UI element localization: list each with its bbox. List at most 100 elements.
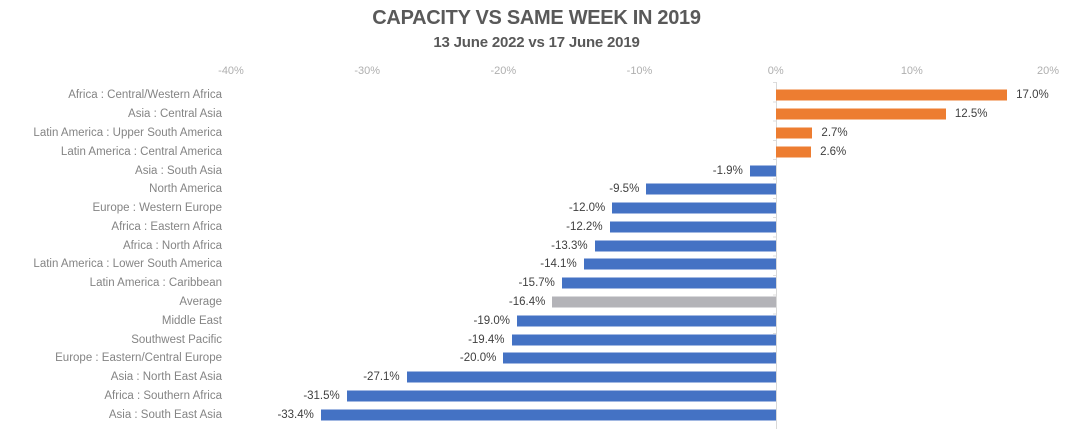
bar-row: Africa : Central/Western Africa 17.0% <box>0 86 1073 105</box>
bar <box>775 146 812 158</box>
chart-title: CAPACITY VS SAME WEEK IN 2019 <box>372 7 701 29</box>
category-label: Africa : Central/Western Africa <box>68 89 222 102</box>
bar-track: -33.4% <box>231 405 1048 424</box>
bar-row: North America -9.5% <box>0 180 1073 199</box>
x-axis-tick: 0% <box>767 65 784 77</box>
bar-track: 17.0% <box>231 86 1049 105</box>
bar-row: Latin America : Upper South America 2.7% <box>0 124 1073 143</box>
bar <box>583 258 776 270</box>
bar-track: -13.3% <box>231 236 1048 255</box>
category-label: Asia : South Asia <box>135 164 222 177</box>
value-label: 2.6% <box>820 145 847 158</box>
category-label: Asia : North East Asia <box>110 371 222 384</box>
bar <box>516 315 776 327</box>
chart-subtitle: 13 June 2022 vs 17 June 2019 <box>433 34 640 51</box>
value-label: -12.2% <box>566 220 603 233</box>
value-label: -19.0% <box>473 314 510 327</box>
bar-row: Southwest Pacific -19.4% <box>0 330 1073 349</box>
bar-track: 2.6% <box>231 142 1048 161</box>
x-axis-tick: -30% <box>354 65 380 77</box>
category-label: Europe : Eastern/Central Europe <box>55 352 222 365</box>
value-label: -15.7% <box>518 277 555 290</box>
bar-track: -12.0% <box>231 199 1048 218</box>
bar <box>511 334 776 346</box>
bar <box>406 371 776 383</box>
bar-row: Middle East -19.0% <box>0 311 1073 330</box>
value-label: -33.4% <box>277 408 314 421</box>
category-label: Average <box>179 295 222 308</box>
bar-row: Latin America : Central America 2.6% <box>0 142 1073 161</box>
category-label: Africa : Southern Africa <box>104 389 222 402</box>
bar-row: Asia : Central Asia 12.5% <box>0 105 1073 124</box>
bar-row: Europe : Eastern/Central Europe -20.0% <box>0 349 1073 368</box>
category-label: Latin America : Central America <box>60 145 222 158</box>
value-label: -16.4% <box>508 295 546 308</box>
bar-row: Asia : North East Asia -27.1% <box>0 368 1073 387</box>
bar <box>646 183 776 195</box>
value-label: -19.4% <box>468 333 505 346</box>
bar <box>503 352 776 364</box>
bar-row: Africa : North Africa -13.3% <box>0 236 1073 255</box>
category-label: Asia : Central Asia <box>128 108 222 121</box>
x-axis-tick: -10% <box>626 65 653 77</box>
bar <box>320 409 776 421</box>
bar-row: Europe : Western Europe -12.0% <box>0 199 1073 218</box>
bar <box>775 127 813 139</box>
category-label: Latin America : Lower South America <box>33 258 222 271</box>
value-label: -9.5% <box>609 183 640 196</box>
bar-row: Africa : Southern Africa -31.5% <box>0 387 1073 406</box>
x-axis-tick: -40% <box>218 65 244 77</box>
bar-row: Average -16.4% <box>0 293 1073 312</box>
value-label: -14.1% <box>540 258 577 271</box>
bar-track: -31.5% <box>231 387 1048 406</box>
bar-track: -19.0% <box>231 311 1048 330</box>
value-label: -20.0% <box>459 352 497 365</box>
bar-track: -14.1% <box>231 255 1048 274</box>
x-axis: -40% -30% -20% -10% 0% 10% 20% <box>218 65 1059 79</box>
bar-track: -16.4% <box>231 293 1048 312</box>
bar-track: -27.1% <box>231 368 1048 387</box>
bar-row: Latin America : Lower South America -14.1… <box>0 255 1073 274</box>
category-label: Asia : South East Asia <box>108 408 222 421</box>
bar-track: -9.5% <box>231 180 1048 199</box>
bar-track: 2.7% <box>231 124 1048 143</box>
x-axis-tick: 10% <box>900 65 923 77</box>
value-label: 2.7% <box>821 126 848 139</box>
value-label: -13.3% <box>551 239 588 252</box>
bar <box>346 390 776 402</box>
bar-track: -19.4% <box>231 330 1048 349</box>
bar-row: Asia : South Asia -1.9% <box>0 161 1073 180</box>
category-label: North America <box>149 183 222 196</box>
bar-row: Africa : Eastern Africa -12.2% <box>0 217 1073 236</box>
category-label: Latin America : Caribbean <box>89 277 222 290</box>
value-label: 12.5% <box>954 108 988 121</box>
value-label: -27.1% <box>363 371 400 384</box>
bar <box>552 296 776 308</box>
category-label: Africa : North Africa <box>122 239 222 252</box>
bar <box>775 108 946 120</box>
bar-track: -1.9% <box>231 161 1048 180</box>
bar <box>561 277 776 289</box>
bar-track: -15.7% <box>231 274 1048 293</box>
bar-track: 12.5% <box>231 105 1048 124</box>
x-axis-tick: 20% <box>1036 65 1060 77</box>
bar <box>594 240 776 252</box>
category-label: Southwest Pacific <box>131 333 222 346</box>
x-axis-tick: -20% <box>490 65 517 77</box>
value-label: -1.9% <box>712 164 743 177</box>
category-label: Africa : Eastern Africa <box>111 220 222 233</box>
bar <box>612 202 776 214</box>
bar-track: -12.2% <box>231 217 1048 236</box>
value-label: 17.0% <box>1016 89 1049 102</box>
bar-track: -20.0% <box>231 349 1048 368</box>
category-label: Middle East <box>161 314 222 327</box>
category-label: Latin America : Upper South America <box>33 126 222 139</box>
value-label: -31.5% <box>303 389 340 402</box>
bar-row: Latin America : Caribbean -15.7% <box>0 274 1073 293</box>
bar-row: Asia : South East Asia -33.4% <box>0 405 1073 424</box>
category-label: Europe : Western Europe <box>92 202 222 215</box>
value-label: -12.0% <box>568 202 606 215</box>
bar <box>775 89 1008 101</box>
bar <box>749 165 776 177</box>
